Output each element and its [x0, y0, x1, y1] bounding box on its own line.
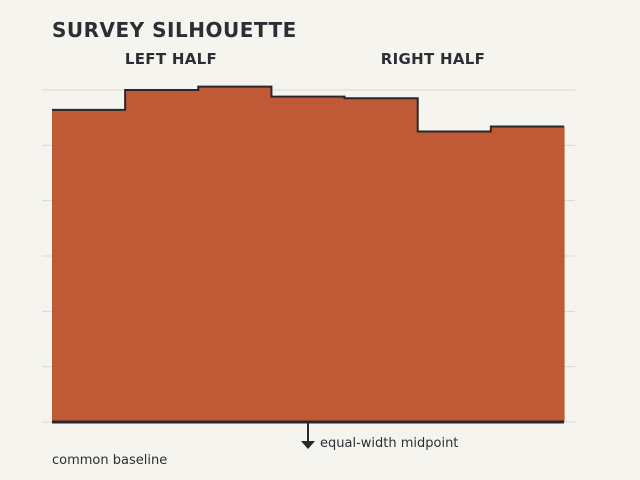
silhouette-bar: [52, 109, 126, 423]
midpoint-marker: [301, 423, 315, 449]
silhouette-bar: [344, 98, 419, 423]
silhouette-bar: [198, 86, 273, 423]
right-half-label: RIGHT HALF: [381, 50, 485, 68]
baseline-note: common baseline: [52, 453, 167, 468]
silhouette-outline: [52, 85, 564, 133]
silhouette-bar: [125, 90, 199, 422]
area-layer: [52, 85, 565, 424]
silhouette-bar: [417, 131, 492, 422]
midpoint-note: equal-width midpoint: [320, 436, 458, 451]
silhouette-bar: [271, 96, 346, 422]
midpoint-arrow-icon: [301, 441, 315, 449]
chart-title: SURVEY SILHOUETTE: [52, 18, 297, 42]
silhouette-bar: [490, 126, 565, 423]
left-half-label: LEFT HALF: [125, 50, 217, 68]
